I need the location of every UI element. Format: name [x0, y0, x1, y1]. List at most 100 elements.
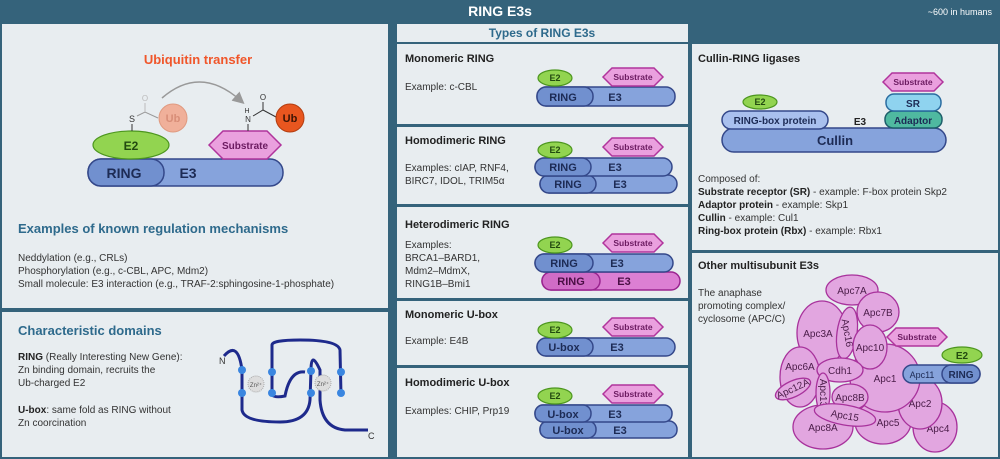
domains-title: Characteristic domains [18, 323, 162, 338]
e3-label: E3 [608, 162, 621, 174]
ring-label: RING [549, 92, 577, 104]
apc-desc: promoting complex/ [698, 301, 785, 312]
oxygen-label-1: O [142, 94, 148, 103]
ubox-label: U-box [552, 425, 584, 437]
ubox-desc: : same fold as RING without [46, 405, 171, 416]
apc3a: Apc3A [803, 329, 833, 340]
example-text: Example: E4B [405, 336, 469, 347]
sulfur-label: S [129, 114, 135, 124]
page-title: RING E3s [468, 3, 532, 19]
ring-label: RING [550, 258, 578, 270]
ring-desc: Zn binding domain, recruits the [18, 365, 156, 376]
e3-label: E3 [617, 276, 630, 288]
substrate-label: Substrate [613, 72, 652, 82]
example-text: Examples: [405, 240, 452, 251]
nitrogen-label: N [245, 115, 251, 124]
apc10: Apc10 [856, 343, 885, 354]
apc7a: Apc7A [837, 286, 867, 297]
e2-label: E2 [754, 97, 765, 107]
ub-label-1: Ub [166, 113, 181, 125]
apc7b: Apc7B [863, 308, 893, 319]
n-terminus-label: N [219, 356, 226, 366]
monomeric-ubox-title: Monomeric U-box [405, 309, 499, 321]
substrate-hexagon [207, 130, 283, 160]
e2-label: E2 [549, 391, 560, 401]
ringbox-label: RING-box protein [734, 116, 817, 127]
part-desc: - example: Cul1 [726, 213, 799, 224]
e3-label: E3 [610, 342, 623, 354]
e3-label: E3 [610, 258, 623, 270]
svg-text:Ring-box protein (Rbx) - exam: Ring-box protein (Rbx) - example: Rbx1 [698, 226, 882, 237]
apc11-label: Apc11 [910, 370, 935, 380]
e3-label: E3 [608, 92, 621, 104]
adaptor-label: Adaptor [894, 116, 932, 127]
ring-box-protein [721, 110, 829, 130]
substrate-label: Substrate [613, 142, 652, 152]
zn-label: Zn²⁺ [317, 381, 329, 388]
zn-label: Zn²⁺ [250, 382, 262, 389]
e2-label: E2 [549, 145, 560, 155]
hydrogen-label: H [244, 108, 249, 115]
example-text: Examples: cIAP, RNF4, [405, 163, 509, 174]
apc-desc: The anaphase [698, 288, 762, 299]
sr-label: SR [906, 99, 921, 110]
apc5: Apc5 [877, 418, 900, 429]
part-term: Ring-box protein (Rbx) [698, 226, 806, 237]
ring-label: RING [554, 179, 582, 191]
ubox-label: U-box [547, 409, 579, 421]
types-header [397, 24, 688, 42]
example-text: Mdm2–MdmX, [405, 266, 470, 277]
e2-label: E2 [549, 73, 560, 83]
apc1: Apc1 [874, 374, 897, 385]
substrate-label: Substrate [222, 141, 269, 152]
e2-label: E2 [124, 139, 139, 153]
e2-label: E2 [956, 351, 969, 362]
ring-label: RING [557, 276, 585, 288]
e3-label: E3 [608, 409, 621, 421]
apc2: Apc2 [909, 399, 932, 410]
part-term: Substrate receptor (SR) [698, 187, 810, 198]
apc13: Apc13 [817, 379, 828, 408]
cullin-title: Cullin-RING ligases [698, 53, 800, 65]
part-desc: - example: Skp1 [773, 200, 848, 211]
e2-label: E2 [549, 240, 560, 250]
apc15: Apc15 [830, 409, 860, 425]
ubox-desc: Zn coorcination [18, 418, 86, 429]
regulation-item: Small molecule: E3 interaction (e.g., TR… [18, 279, 334, 290]
part-term: Adaptor protein [698, 200, 773, 211]
ubox-label: U-box [548, 342, 580, 354]
apc8a: Apc8A [808, 423, 838, 434]
ubox-term: U-box [18, 405, 47, 416]
count-label: ~600 in humans [928, 7, 993, 17]
regulation-title: Examples of known regulation mechanisms [18, 221, 288, 236]
cdh1: Cdh1 [828, 366, 852, 377]
e3-label: E3 [179, 165, 196, 181]
heterodimeric-ring-title: Heterodimeric RING [405, 219, 510, 231]
substrate-label: Substrate [613, 238, 652, 248]
svg-text:Cullin - example: Cul1: Cullin - example: Cul1 [698, 213, 799, 224]
ring-desc: (Really Interesting New Gene): [43, 352, 183, 363]
e3-label: E3 [613, 179, 626, 191]
cullin-label: Cullin [817, 133, 853, 148]
types-title: Types of RING E3s [489, 26, 596, 40]
substrate-label: Substrate [613, 322, 652, 332]
regulation-item: Phosphorylation (e.g., c-CBL, APC, Mdm2) [18, 266, 208, 277]
part-desc: - example: F-box protein Skp2 [810, 187, 947, 198]
example-text: Examples: CHIP, Prp19 [405, 406, 510, 417]
apc16: Apc16 [839, 318, 855, 348]
other-title: Other multisubunit E3s [698, 260, 819, 272]
apc6a: Apc6A [785, 362, 815, 373]
regulation-item: Neddylation (e.g., CRLs) [18, 253, 128, 264]
apc8b: Apc8B [835, 393, 865, 404]
apc-complex: Apc8A Apc5 Apc4 Apc2 Apc1 Apc3A Apc6A Ap… [774, 274, 958, 453]
example-text: Example: c-CBL [405, 82, 478, 93]
zinc-ion [314, 374, 332, 392]
ring-label: RING [949, 370, 974, 381]
part-desc: - example: Rbx1 [806, 226, 882, 237]
substrate-label: Substrate [893, 77, 932, 87]
transfer-arrow-icon [161, 81, 245, 104]
composed-label: Composed of: [698, 174, 760, 185]
e2-ellipse [92, 130, 170, 160]
zinc-ligand-dots [238, 366, 345, 397]
